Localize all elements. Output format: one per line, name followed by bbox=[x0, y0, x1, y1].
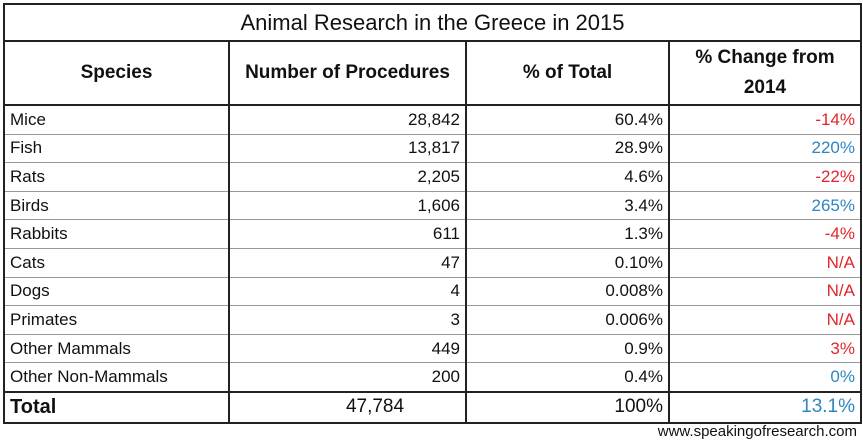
change-cell: -4% bbox=[668, 219, 862, 249]
total-percent: 100% bbox=[465, 390, 670, 424]
header-percent: % of Total bbox=[465, 40, 670, 106]
table-row: Rats 2,205 4.6% -22% bbox=[3, 162, 862, 192]
animal-research-table: Animal Research in the Greece in 2015 Sp… bbox=[3, 3, 862, 424]
table-row: Other Mammals 449 0.9% 3% bbox=[3, 333, 862, 364]
percent-cell: 0.9% bbox=[465, 333, 670, 364]
table-row: Mice 28,842 60.4% -14% bbox=[3, 104, 862, 135]
procedures-cell: 200 bbox=[228, 362, 467, 393]
species-cell: Rabbits bbox=[3, 219, 230, 249]
percent-cell: 0.008% bbox=[465, 276, 670, 307]
species-cell: Cats bbox=[3, 247, 230, 278]
change-cell: -22% bbox=[668, 162, 862, 192]
percent-cell: 0.4% bbox=[465, 362, 670, 393]
header-procedures: Number of Procedures bbox=[228, 40, 467, 106]
percent-cell: 3.4% bbox=[465, 190, 670, 221]
table-row: Fish 13,817 28.9% 220% bbox=[3, 133, 862, 164]
percent-cell: 4.6% bbox=[465, 162, 670, 192]
table-row: Primates 3 0.006% N/A bbox=[3, 305, 862, 335]
change-cell: 265% bbox=[668, 190, 862, 221]
total-label: Total bbox=[3, 390, 230, 424]
table-row: Rabbits 611 1.3% -4% bbox=[3, 219, 862, 249]
species-cell: Birds bbox=[3, 190, 230, 221]
species-cell: Other Mammals bbox=[3, 333, 230, 364]
change-cell: 3% bbox=[668, 333, 862, 364]
procedures-cell: 28,842 bbox=[228, 104, 467, 135]
table-row: Dogs 4 0.008% N/A bbox=[3, 276, 862, 307]
total-row: Total 47,784 100% 13.1% bbox=[3, 390, 862, 424]
procedures-cell: 449 bbox=[228, 333, 467, 364]
header-species: Species bbox=[3, 40, 230, 106]
procedures-cell: 3 bbox=[228, 305, 467, 335]
procedures-cell: 4 bbox=[228, 276, 467, 307]
change-cell: N/A bbox=[668, 276, 862, 307]
table-row: Other Non-Mammals 200 0.4% 0% bbox=[3, 362, 862, 393]
percent-cell: 0.10% bbox=[465, 247, 670, 278]
percent-cell: 0.006% bbox=[465, 305, 670, 335]
species-cell: Fish bbox=[3, 133, 230, 164]
procedures-cell: 47 bbox=[228, 247, 467, 278]
total-change: 13.1% bbox=[668, 390, 862, 424]
procedures-cell: 1,606 bbox=[228, 190, 467, 221]
procedures-cell: 2,205 bbox=[228, 162, 467, 192]
percent-cell: 60.4% bbox=[465, 104, 670, 135]
change-cell: N/A bbox=[668, 305, 862, 335]
change-cell: N/A bbox=[668, 247, 862, 278]
procedures-cell: 611 bbox=[228, 219, 467, 249]
change-cell: 0% bbox=[668, 362, 862, 393]
table-row: Cats 47 0.10% N/A bbox=[3, 247, 862, 278]
table-row: Birds 1,606 3.4% 265% bbox=[3, 190, 862, 221]
header-change: % Change from 2014 bbox=[668, 40, 862, 106]
species-cell: Other Non-Mammals bbox=[3, 362, 230, 393]
species-cell: Primates bbox=[3, 305, 230, 335]
change-cell: 220% bbox=[668, 133, 862, 164]
species-cell: Dogs bbox=[3, 276, 230, 307]
percent-cell: 28.9% bbox=[465, 133, 670, 164]
table-title: Animal Research in the Greece in 2015 bbox=[3, 3, 862, 42]
change-cell: -14% bbox=[668, 104, 862, 135]
source-url: www.speakingofresearch.com bbox=[657, 423, 857, 440]
procedures-cell: 13,817 bbox=[228, 133, 467, 164]
species-cell: Mice bbox=[3, 104, 230, 135]
percent-cell: 1.3% bbox=[465, 219, 670, 249]
total-procedures: 47,784 bbox=[228, 390, 467, 424]
species-cell: Rats bbox=[3, 162, 230, 192]
